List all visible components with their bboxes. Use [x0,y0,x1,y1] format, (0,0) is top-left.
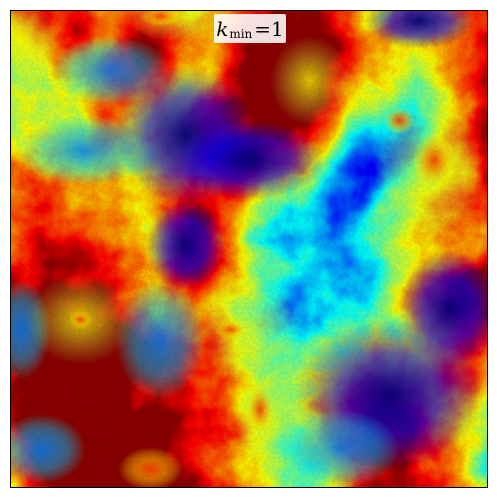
field-label: k min = 1 [214,14,286,43]
label-symbol: k [216,16,229,41]
heatmap-field [10,10,488,488]
label-value: 1 [271,16,284,41]
heatmap-image [11,11,487,487]
field-grain [11,11,487,487]
label-subscript: min [229,26,253,41]
label-relation: = [254,16,272,41]
